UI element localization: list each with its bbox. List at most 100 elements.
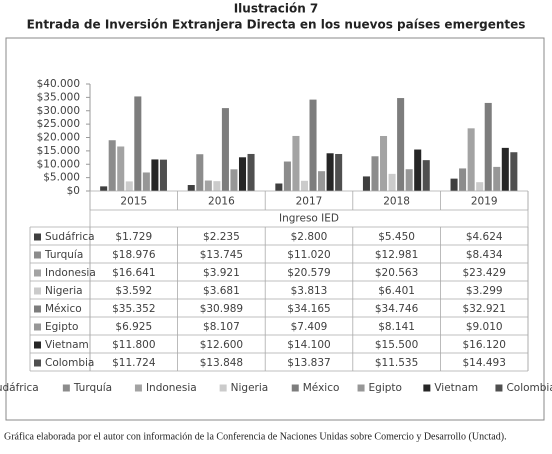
legend-swatch — [34, 341, 41, 349]
y-tick-label: $20.000 — [37, 132, 80, 144]
caption: Gráfica elaborada por el autor con infor… — [4, 431, 507, 442]
bar — [362, 176, 370, 191]
y-tick-label: $25.000 — [37, 118, 80, 130]
bar — [283, 161, 291, 191]
bar — [510, 152, 518, 191]
legend-swatch — [423, 384, 431, 392]
bar — [493, 166, 501, 191]
bar — [300, 180, 308, 191]
legend-label: Indonesia — [146, 382, 197, 394]
legend-swatch — [357, 384, 365, 392]
table-cell: $2.800 — [291, 231, 328, 243]
bar — [459, 168, 467, 191]
legend-label: Vietnam — [434, 382, 478, 394]
table-cell: $14.493 — [462, 357, 505, 369]
x-tick-label: 2017 — [296, 196, 323, 208]
bar — [501, 147, 509, 191]
row-label: Turquía — [44, 249, 83, 261]
legend-swatch — [34, 269, 41, 277]
bar — [371, 156, 379, 191]
bar — [142, 172, 150, 191]
bar — [159, 159, 167, 191]
bar — [467, 128, 475, 191]
table-cell: $11.020 — [287, 249, 330, 261]
x-tick-label: 2016 — [208, 196, 235, 208]
bar — [196, 154, 204, 191]
table-cell: $12.600 — [200, 339, 243, 351]
table-cell: $32.921 — [462, 303, 505, 315]
row-label: Colombia — [45, 357, 94, 369]
bar — [108, 140, 116, 191]
table-cell: $13.848 — [200, 357, 243, 369]
chart-title: Ilustración 7 — [234, 2, 319, 16]
bar — [221, 108, 229, 191]
chart-frame — [5, 37, 545, 421]
row-label: Egipto — [45, 321, 78, 333]
bar — [187, 185, 195, 191]
table-cell: $4.624 — [466, 231, 503, 243]
bar — [422, 160, 430, 191]
legend-label: Colombia — [506, 382, 552, 394]
table-cell: $30.989 — [200, 303, 243, 315]
legend-label: Turquía — [73, 382, 112, 394]
table-cell: $9.010 — [466, 321, 503, 333]
row-label: México — [45, 303, 82, 315]
table-cell: $20.563 — [375, 267, 418, 279]
legend-swatch — [34, 323, 41, 331]
row-label: Nigeria — [45, 285, 83, 297]
legend-label: México — [303, 382, 340, 394]
bar — [117, 146, 125, 191]
legend-label: Sudáfrica — [0, 382, 39, 394]
table-cell: $5.450 — [378, 231, 415, 243]
table-cell: $8.141 — [378, 321, 415, 333]
table-cell: $3.921 — [203, 267, 240, 279]
table-cell: $35.352 — [112, 303, 155, 315]
row-label: Indonesia — [45, 267, 96, 279]
legend-swatch — [34, 359, 41, 367]
row-label: Vietnam — [45, 339, 89, 351]
bar — [275, 183, 283, 191]
y-tick-label: $35.000 — [37, 91, 80, 103]
legend-swatch — [291, 384, 299, 392]
legend-swatch — [34, 233, 41, 241]
x-axis-label: Ingreso IED — [279, 213, 339, 225]
table-cell: $6.401 — [378, 285, 415, 297]
bar — [397, 98, 405, 191]
bar — [151, 159, 159, 191]
bar — [134, 96, 142, 191]
bar — [125, 181, 133, 191]
table-cell: $14.100 — [287, 339, 330, 351]
legend-label: Nigeria — [231, 382, 269, 394]
table-cell: $16.120 — [462, 339, 505, 351]
table-cell: $8.107 — [203, 321, 240, 333]
bar — [100, 186, 108, 191]
bar — [335, 153, 343, 191]
chart-subtitle: Entrada de Inversión Extranjera Directa … — [27, 18, 526, 32]
table-cell: $11.800 — [112, 339, 155, 351]
table-cell: $34.165 — [287, 303, 330, 315]
bar — [380, 135, 388, 191]
bar — [318, 171, 326, 191]
y-tick-label: $40.000 — [37, 78, 80, 90]
table-cell: $3.299 — [466, 285, 503, 297]
bar — [292, 135, 300, 191]
legend-swatch — [34, 305, 41, 313]
bar — [388, 173, 396, 191]
table-cell: $13.745 — [200, 249, 243, 261]
table-cell: $1.729 — [115, 231, 152, 243]
legend-label: Egipto — [369, 382, 402, 394]
y-tick-label: $15.000 — [37, 145, 80, 157]
y-tick-label: $10.000 — [37, 158, 80, 170]
bar — [326, 153, 334, 191]
bar — [230, 169, 238, 191]
table-cell: $3.592 — [115, 285, 152, 297]
y-tick-label: $5.000 — [43, 172, 80, 184]
table-cell: $3.681 — [203, 285, 240, 297]
table-cell: $6.925 — [115, 321, 152, 333]
legend-swatch — [134, 384, 142, 392]
x-tick-label: 2019 — [471, 196, 498, 208]
bar — [238, 157, 247, 191]
bar — [484, 102, 492, 191]
y-tick-label: $30.000 — [37, 105, 80, 117]
